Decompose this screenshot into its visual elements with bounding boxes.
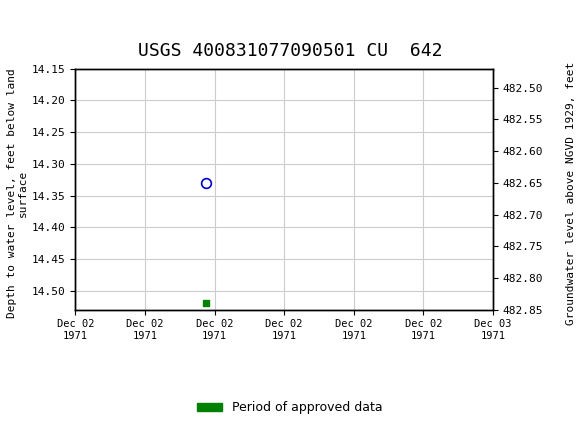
Text: ❖USGS: ❖USGS (12, 16, 89, 35)
Text: Groundwater level above NGVD 1929, feet: Groundwater level above NGVD 1929, feet (566, 62, 577, 325)
Legend: Period of approved data: Period of approved data (192, 396, 388, 419)
Text: Depth to water level, feet below land
surface: Depth to water level, feet below land su… (6, 69, 28, 318)
Text: USGS 400831077090501 CU  642: USGS 400831077090501 CU 642 (138, 42, 442, 60)
